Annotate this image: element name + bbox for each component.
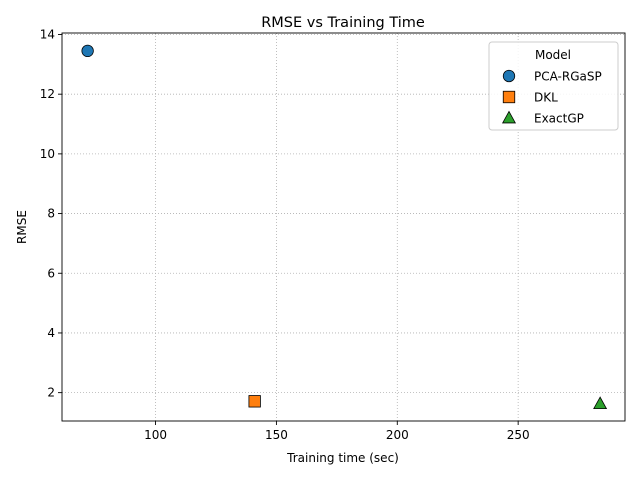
data-point-pca-rgasp <box>81 44 94 58</box>
grid <box>62 33 625 421</box>
data-points <box>81 44 608 410</box>
legend: Model PCA-RGaSP DKL ExactGP <box>488 41 619 131</box>
data-point-dkl <box>248 395 261 408</box>
legend-title: Model <box>535 48 571 62</box>
legend-label: PCA-RGaSP <box>534 70 602 84</box>
legend-label: DKL <box>534 91 558 105</box>
x-tick-label: 100 <box>144 428 167 442</box>
data-point-exactgp <box>593 396 608 410</box>
y-tick-label: 12 <box>40 87 55 101</box>
y-axis-label: RMSE <box>15 210 29 244</box>
legend-marker-dkl <box>502 90 516 104</box>
y-tick-label: 4 <box>47 326 55 340</box>
legend-items: PCA-RGaSP DKL ExactGP <box>501 69 602 126</box>
legend-marker-exactgp <box>501 110 517 124</box>
legend-label: ExactGP <box>534 112 584 126</box>
axis-ticks: 100 150 200 250 2 4 6 8 10 12 14 <box>40 27 530 442</box>
legend-marker-pca-rgasp <box>502 69 516 83</box>
plot-area-frame <box>61 32 626 422</box>
x-tick-label: 250 <box>507 428 530 442</box>
x-tick-label: 150 <box>265 428 288 442</box>
y-tick-label: 6 <box>47 266 55 280</box>
legend-box <box>488 41 619 131</box>
x-axis-label: Training time (sec) <box>286 451 399 465</box>
chart-title: RMSE vs Training Time <box>261 15 425 31</box>
y-tick-label: 10 <box>40 147 55 161</box>
y-tick-label: 2 <box>47 386 55 400</box>
y-tick-label: 8 <box>47 207 55 221</box>
y-tick-label: 14 <box>40 27 55 41</box>
x-tick-label: 200 <box>386 428 409 442</box>
